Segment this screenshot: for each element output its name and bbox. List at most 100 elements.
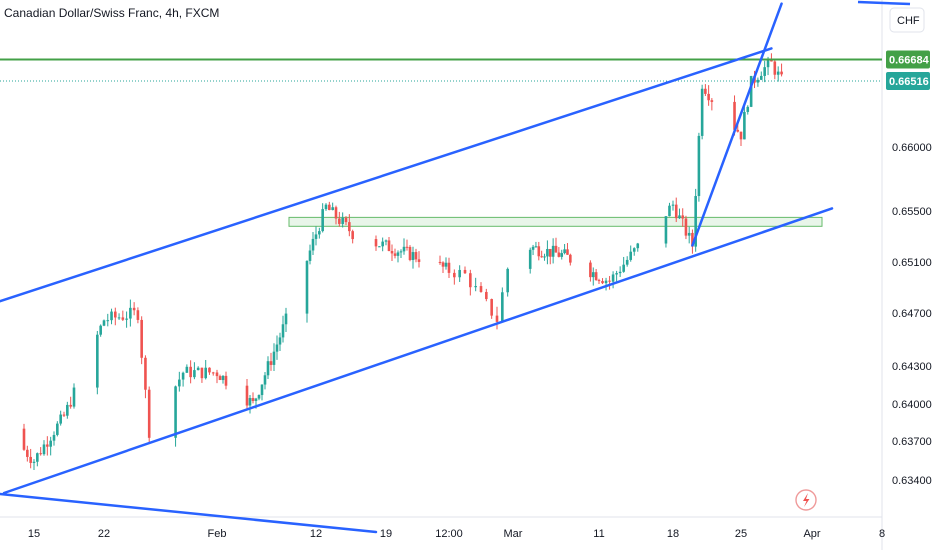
- candle-body: [72, 387, 76, 407]
- candle-body: [381, 241, 384, 247]
- candle-body: [569, 254, 572, 263]
- candle-body: [269, 361, 273, 365]
- trendline-edge-stub[interactable]: [857, 0, 911, 6]
- candle-body: [566, 249, 569, 255]
- candle-body: [193, 370, 196, 378]
- candle-body: [308, 250, 312, 261]
- candle-body: [733, 101, 736, 130]
- candle-body: [266, 361, 270, 376]
- candle-body: [479, 286, 483, 292]
- candle-body: [117, 317, 121, 319]
- candle-body: [749, 75, 753, 107]
- candle-body: [178, 379, 181, 387]
- candle-body: [311, 238, 315, 251]
- candle-body: [260, 384, 264, 396]
- candle-body: [284, 313, 288, 325]
- candle-body: [99, 325, 102, 335]
- level-tag-0: [886, 50, 930, 69]
- plot-area[interactable]: [0, 0, 882, 517]
- candle-body: [589, 262, 592, 278]
- level-label-0: 0.66684: [889, 54, 930, 66]
- candle-body: [608, 280, 611, 282]
- candle-body: [671, 204, 675, 206]
- candle-body: [417, 259, 421, 262]
- candle-body: [438, 261, 442, 263]
- candle-body: [543, 256, 546, 258]
- candle-body: [181, 372, 185, 380]
- candle-body: [49, 440, 52, 447]
- candle-body: [110, 311, 113, 321]
- candle-body: [458, 269, 461, 278]
- candle-body: [334, 207, 338, 219]
- candle-body: [691, 232, 694, 247]
- candle-body: [746, 106, 750, 112]
- time-tick-label: 15: [28, 528, 40, 540]
- candle-body: [132, 307, 136, 311]
- candle-body: [759, 75, 763, 80]
- trendline-channel-lower[interactable]: [2, 207, 834, 495]
- trendline-channel-upper[interactable]: [0, 47, 773, 313]
- candle-body: [305, 260, 309, 314]
- trendline-descending-line[interactable]: [0, 490, 378, 534]
- candle-body: [245, 385, 249, 406]
- currency-label: CHF: [897, 15, 920, 27]
- candle-body: [69, 404, 72, 407]
- candle-body: [344, 217, 348, 223]
- candle-body: [444, 262, 448, 267]
- candle-body: [780, 71, 783, 75]
- time-tick-label: 19: [380, 528, 392, 540]
- zones-layer: [288, 216, 823, 227]
- candle-body: [736, 129, 740, 132]
- candle-body: [254, 398, 258, 401]
- support-zone[interactable]: [288, 216, 823, 227]
- candle-body: [766, 59, 770, 68]
- candle-body: [447, 262, 451, 273]
- candle-body: [189, 366, 192, 378]
- alert-icon[interactable]: [795, 489, 817, 511]
- candle-body: [52, 434, 56, 441]
- candle-body: [46, 444, 49, 447]
- candle-body: [384, 240, 388, 242]
- time-tick-label: Mar: [504, 528, 523, 540]
- candles-layer: [22, 53, 783, 471]
- candle-body: [136, 310, 140, 320]
- level-label-1: 0.66516: [889, 76, 929, 88]
- candle-body: [140, 319, 143, 358]
- time-tick-label: Feb: [208, 528, 227, 540]
- candle-body: [208, 367, 211, 373]
- candle-body: [684, 218, 688, 236]
- candle-body: [495, 315, 499, 322]
- candle-body: [629, 251, 633, 260]
- candle-body: [773, 61, 777, 75]
- candle-body: [272, 351, 276, 365]
- candle-body: [534, 246, 538, 248]
- candle-body: [528, 249, 532, 269]
- candle-body: [414, 252, 418, 260]
- time-tick-label: 22: [98, 528, 110, 540]
- time-tick-label: 11: [593, 528, 604, 540]
- candle-body: [387, 240, 391, 252]
- trendline-wedge-line[interactable]: [691, 2, 783, 247]
- time-tick-label: 25: [735, 528, 747, 540]
- candle-body: [341, 217, 344, 224]
- candle-body: [129, 307, 132, 319]
- candle-body: [453, 272, 456, 278]
- candle-body: [399, 251, 403, 253]
- candle-body: [632, 248, 636, 252]
- candle-body: [601, 281, 604, 284]
- candle-body: [681, 215, 685, 219]
- candle-body: [144, 357, 147, 390]
- candle-body: [106, 320, 110, 322]
- candle-body: [331, 207, 334, 211]
- candle-body: [739, 131, 743, 140]
- candle-body: [200, 367, 204, 379]
- currency-button[interactable]: CHF: [889, 7, 925, 33]
- candle-body: [611, 274, 615, 282]
- time-tick-label: 18: [667, 528, 679, 540]
- candle-body: [263, 375, 267, 385]
- candle-body: [664, 216, 668, 244]
- candle-body: [102, 320, 106, 326]
- candle-body: [501, 292, 504, 322]
